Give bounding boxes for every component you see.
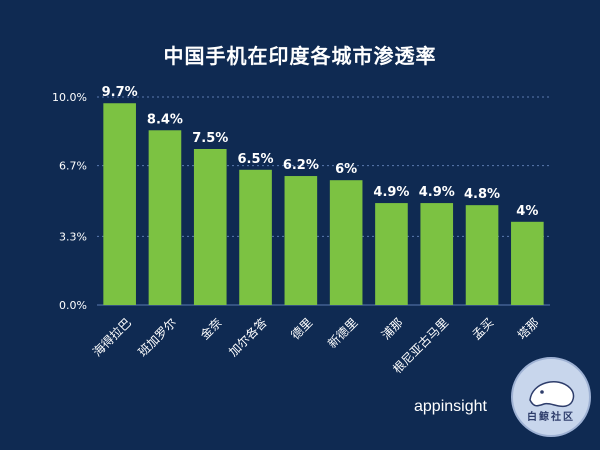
x-tick-label: 班加罗尔 xyxy=(135,315,180,360)
x-tick-label: 孟买 xyxy=(470,315,497,342)
data-label: 9.7% xyxy=(102,85,138,100)
bar xyxy=(465,205,499,305)
x-tick-label: 海得拉巴 xyxy=(89,315,134,360)
bar xyxy=(103,103,136,306)
badge-text: 白鲸社区 xyxy=(527,412,575,423)
x-tick-label: 浦那 xyxy=(379,315,406,342)
x-tick-label: 新德里 xyxy=(324,315,360,351)
x-tick-label: 加尔各答 xyxy=(225,315,270,360)
whale-community-badge: 白鲸社区 xyxy=(510,356,592,438)
data-label: 7.5% xyxy=(192,131,228,146)
bar xyxy=(193,149,227,305)
data-label: 4% xyxy=(516,204,538,219)
bar xyxy=(239,169,272,305)
data-label: 4.9% xyxy=(419,185,455,200)
y-tick-label: 0.0% xyxy=(59,299,87,312)
data-label: 4.9% xyxy=(373,185,409,200)
x-tick-label: 德里 xyxy=(288,315,316,343)
bar xyxy=(329,180,363,305)
bar xyxy=(420,203,454,305)
brand-logo-text: appinsight xyxy=(414,398,487,415)
y-tick-label: 6.7% xyxy=(59,160,87,173)
y-tick-label: 10.0% xyxy=(52,91,87,104)
bar xyxy=(375,203,408,305)
y-tick-label: 3.3% xyxy=(59,230,87,243)
x-tick-label: 金奈 xyxy=(197,315,225,343)
whale-badge-icon xyxy=(511,357,591,437)
data-label: 4.8% xyxy=(464,187,500,202)
chart-title: 中国手机在印度各城市渗透率 xyxy=(163,44,437,68)
data-label: 6.5% xyxy=(238,152,274,167)
bar xyxy=(284,176,318,305)
data-label: 6.2% xyxy=(283,158,319,173)
bar xyxy=(148,130,182,305)
x-tick-label: 塔那 xyxy=(515,315,542,342)
data-label: 6% xyxy=(335,162,357,177)
bar xyxy=(511,221,544,305)
data-label: 8.4% xyxy=(147,112,183,127)
